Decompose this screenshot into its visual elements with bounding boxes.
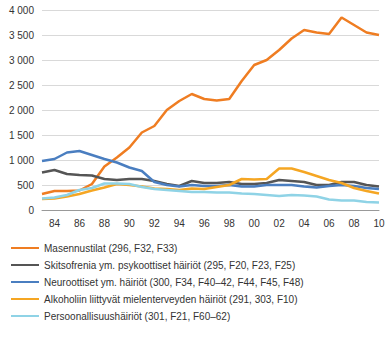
svg-text:88: 88 — [99, 218, 111, 229]
svg-text:06: 06 — [324, 218, 336, 229]
svg-text:2 000: 2 000 — [9, 105, 34, 116]
svg-text:Persoonallisuushäiriöt (301, F: Persoonallisuushäiriöt (301, F21, F60–62… — [44, 311, 230, 322]
svg-text:90: 90 — [124, 218, 136, 229]
svg-text:98: 98 — [224, 218, 236, 229]
svg-text:Neuroottiset ym. häiriöt (300,: Neuroottiset ym. häiriöt (300, F34, F40–… — [44, 277, 304, 288]
svg-text:00: 00 — [249, 218, 261, 229]
svg-text:Skitsofrenia ym. psykoottiset: Skitsofrenia ym. psykoottiset häiriöt (2… — [44, 260, 295, 271]
svg-text:02: 02 — [274, 218, 286, 229]
svg-text:3 500: 3 500 — [9, 30, 34, 41]
svg-text:92: 92 — [149, 218, 161, 229]
svg-text:96: 96 — [199, 218, 211, 229]
svg-text:2 500: 2 500 — [9, 80, 34, 91]
svg-text:0: 0 — [28, 205, 34, 216]
svg-text:94: 94 — [174, 218, 186, 229]
svg-text:1 500: 1 500 — [9, 130, 34, 141]
svg-text:4 000: 4 000 — [9, 5, 34, 16]
svg-text:08: 08 — [348, 218, 360, 229]
svg-text:3 000: 3 000 — [9, 55, 34, 66]
svg-text:Alkoholiin liittyvät mielenter: Alkoholiin liittyvät mielenterveyden häi… — [44, 294, 297, 305]
svg-text:04: 04 — [299, 218, 311, 229]
svg-text:500: 500 — [17, 180, 34, 191]
svg-text:84: 84 — [49, 218, 61, 229]
svg-text:86: 86 — [74, 218, 86, 229]
svg-text:Masennustilat (296, F32, F33): Masennustilat (296, F32, F33) — [44, 243, 177, 254]
svg-text:10: 10 — [373, 218, 385, 229]
svg-text:1 000: 1 000 — [9, 155, 34, 166]
